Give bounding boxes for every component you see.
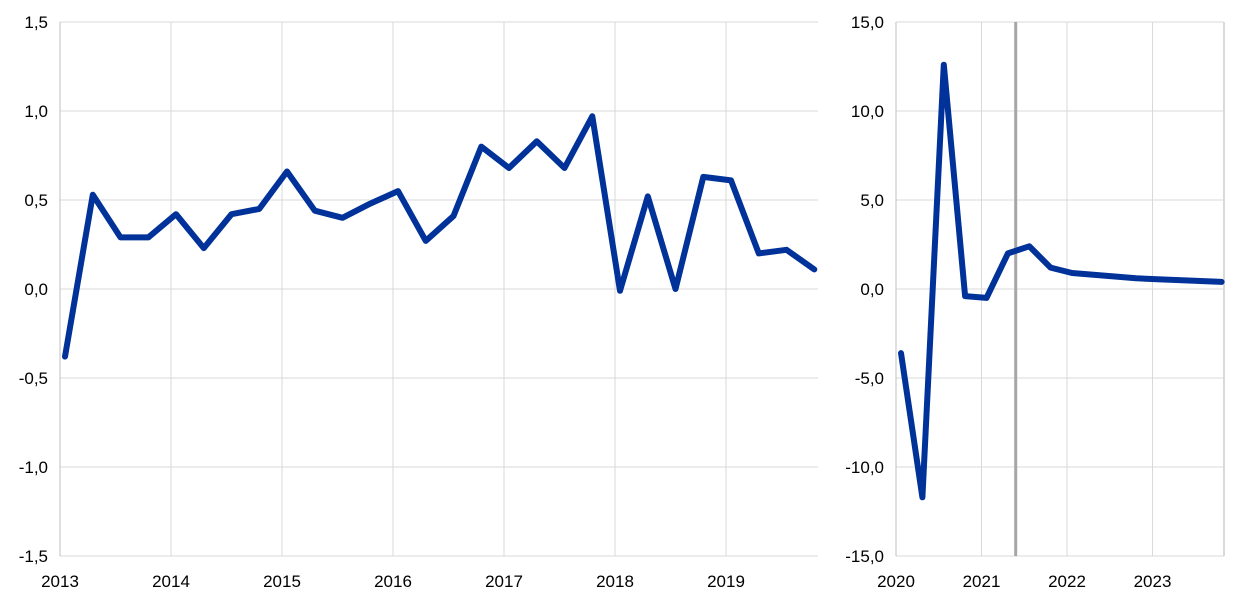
y-tick-label: 5,0 <box>860 191 884 210</box>
y-tick-label: -5,0 <box>855 369 884 388</box>
x-tick-label: 2020 <box>877 572 915 591</box>
y-tick-label: 1,5 <box>24 13 48 32</box>
y-tick-label: -1,0 <box>19 458 48 477</box>
y-tick-label: -15,0 <box>845 547 884 566</box>
y-tick-label: 0,5 <box>24 191 48 210</box>
x-tick-label: 2014 <box>152 572 190 591</box>
x-tick-label: 2022 <box>1048 572 1086 591</box>
x-tick-label: 2019 <box>707 572 745 591</box>
series-line <box>62 113 818 360</box>
x-tick-label: 2021 <box>963 572 1001 591</box>
x-tick-label: 2016 <box>374 572 412 591</box>
y-tick-label: 0,0 <box>24 280 48 299</box>
x-tick-label: 2015 <box>263 572 301 591</box>
x-tick-label: 2017 <box>485 572 523 591</box>
y-tick-label: 15,0 <box>851 13 884 32</box>
x-tick-label: 2023 <box>1134 572 1172 591</box>
y-tick-label: 0,0 <box>860 280 884 299</box>
y-tick-label: -10,0 <box>845 458 884 477</box>
y-tick-label: 1,0 <box>24 102 48 121</box>
series-line <box>898 61 1225 501</box>
y-tick-label: -0,5 <box>19 369 48 388</box>
y-tick-label: -1,5 <box>19 547 48 566</box>
x-tick-label: 2018 <box>596 572 634 591</box>
x-tick-label: 2013 <box>41 572 79 591</box>
y-tick-label: 10,0 <box>851 102 884 121</box>
